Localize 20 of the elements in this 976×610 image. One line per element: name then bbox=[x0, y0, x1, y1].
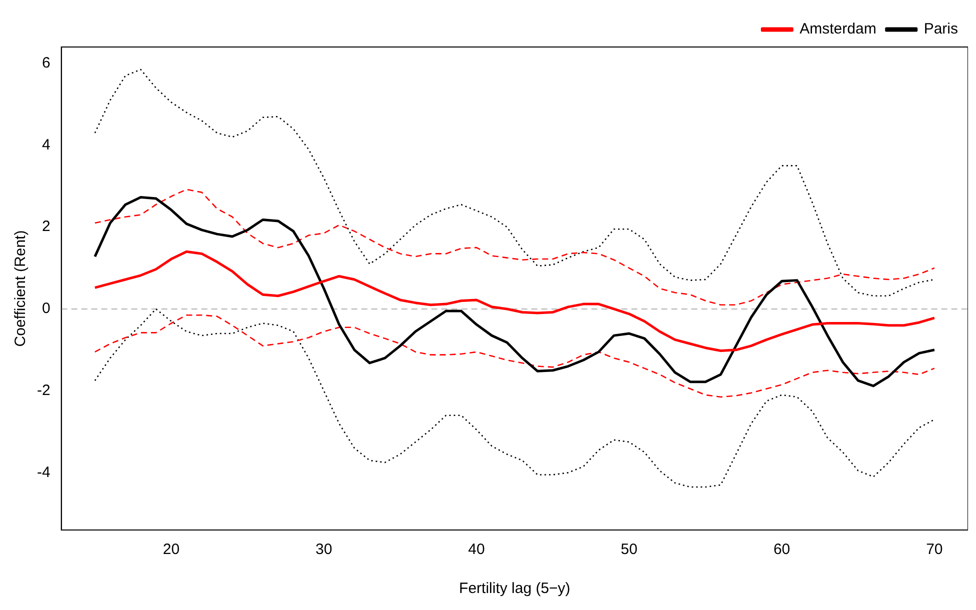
line-series bbox=[94, 188, 936, 306]
x-axis-title: Fertility lag (5−y) bbox=[459, 580, 570, 598]
x-tick-label: 20 bbox=[162, 541, 180, 558]
x-tick-label: 50 bbox=[620, 541, 638, 558]
x-tick-label: 60 bbox=[773, 541, 790, 558]
y-tick-label: 2 bbox=[42, 218, 50, 236]
y-tick-label: -2 bbox=[36, 382, 50, 399]
y-tick-label: 6 bbox=[42, 54, 50, 72]
y-axis-title: Coefficient (Rent) bbox=[12, 230, 30, 347]
line-series bbox=[94, 308, 936, 488]
x-tick-label: 70 bbox=[926, 541, 943, 558]
legend-label: Amsterdam bbox=[800, 20, 876, 38]
legend-label: Paris bbox=[924, 20, 958, 38]
line-series bbox=[94, 314, 936, 398]
y-tick-label: 0 bbox=[42, 300, 50, 318]
y-tick-label: 4 bbox=[42, 136, 50, 154]
y-tick-label: -4 bbox=[36, 464, 50, 481]
line-series bbox=[94, 68, 936, 297]
x-tick-label: 30 bbox=[316, 541, 332, 558]
x-tick-label: 40 bbox=[468, 541, 485, 558]
